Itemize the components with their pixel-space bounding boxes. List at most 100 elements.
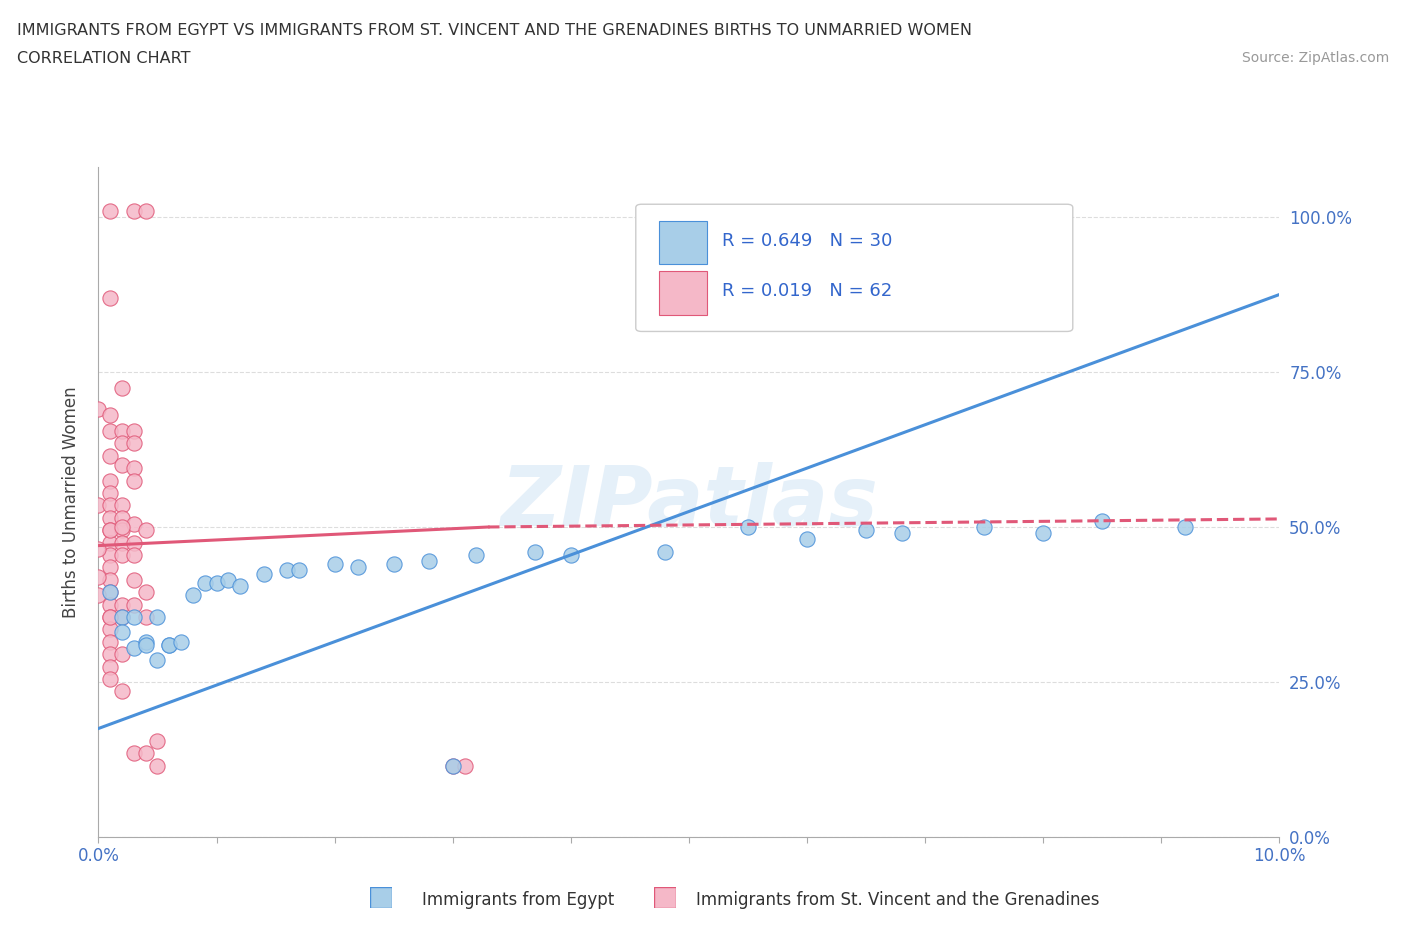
Point xyxy=(98,423,121,438)
Point xyxy=(87,541,110,556)
Point xyxy=(98,609,121,624)
Point xyxy=(122,641,145,656)
Point xyxy=(122,548,145,563)
Point xyxy=(146,653,169,668)
Point xyxy=(122,460,145,475)
Point xyxy=(323,557,346,572)
Point xyxy=(98,609,121,624)
Point xyxy=(111,684,134,698)
Point xyxy=(1174,520,1197,535)
Text: Immigrants from Egypt: Immigrants from Egypt xyxy=(422,891,614,910)
FancyBboxPatch shape xyxy=(636,205,1073,331)
Point xyxy=(98,204,121,219)
Point xyxy=(111,535,134,550)
Point xyxy=(98,408,121,423)
Point xyxy=(98,646,121,661)
Point xyxy=(111,548,134,563)
Point xyxy=(111,597,134,612)
Point xyxy=(111,625,134,640)
Point xyxy=(98,448,121,463)
Point xyxy=(122,516,145,531)
Point xyxy=(135,585,157,600)
Point xyxy=(98,560,121,575)
Point xyxy=(253,566,276,581)
Point xyxy=(418,553,440,568)
Point xyxy=(111,380,134,395)
Point xyxy=(737,520,759,535)
Point xyxy=(122,473,145,488)
Point xyxy=(1032,525,1054,540)
Point xyxy=(98,585,121,600)
Point xyxy=(465,548,488,563)
Point xyxy=(229,578,252,593)
Point xyxy=(217,572,239,587)
Point xyxy=(98,290,121,305)
Point xyxy=(146,758,169,773)
Point xyxy=(111,523,134,538)
Point xyxy=(135,609,157,624)
Point xyxy=(122,572,145,587)
Text: R = 0.649   N = 30: R = 0.649 N = 30 xyxy=(723,232,893,250)
Point xyxy=(288,563,311,578)
Point xyxy=(87,569,110,584)
Point xyxy=(146,609,169,624)
Point xyxy=(135,634,157,649)
Point xyxy=(170,634,193,649)
Point xyxy=(441,758,464,773)
FancyBboxPatch shape xyxy=(659,221,707,264)
Point xyxy=(98,572,121,587)
FancyBboxPatch shape xyxy=(659,272,707,314)
Y-axis label: Births to Unmarried Women: Births to Unmarried Women xyxy=(62,386,80,618)
Text: R = 0.019   N = 62: R = 0.019 N = 62 xyxy=(723,283,893,300)
Point xyxy=(111,436,134,451)
Point xyxy=(98,511,121,525)
Point xyxy=(98,659,121,674)
Point xyxy=(98,634,121,649)
Point xyxy=(98,523,121,538)
Point xyxy=(111,498,134,512)
Point xyxy=(87,402,110,417)
Point xyxy=(111,423,134,438)
Point xyxy=(135,746,157,761)
Point xyxy=(111,458,134,472)
Point xyxy=(654,544,676,559)
Point xyxy=(135,523,157,538)
Point xyxy=(157,637,180,652)
Point xyxy=(111,511,134,525)
Point xyxy=(111,646,134,661)
Text: Source: ZipAtlas.com: Source: ZipAtlas.com xyxy=(1241,51,1389,65)
Text: ZIPatlas: ZIPatlas xyxy=(501,461,877,543)
Point xyxy=(98,597,121,612)
Point xyxy=(1091,513,1114,528)
Point xyxy=(453,758,475,773)
Point xyxy=(276,563,298,578)
Point xyxy=(98,473,121,488)
Point xyxy=(98,498,121,512)
Point xyxy=(98,622,121,637)
Point xyxy=(157,637,180,652)
Point xyxy=(796,532,818,547)
Point xyxy=(98,535,121,550)
Point xyxy=(524,544,547,559)
Point xyxy=(98,523,121,538)
Point xyxy=(890,525,912,540)
Point xyxy=(122,436,145,451)
Point xyxy=(122,746,145,761)
Point xyxy=(122,535,145,550)
Point xyxy=(135,637,157,652)
Point xyxy=(111,609,134,624)
Point xyxy=(111,520,134,535)
Point xyxy=(122,423,145,438)
Point xyxy=(382,557,405,572)
Point xyxy=(98,485,121,500)
Point xyxy=(87,588,110,603)
Text: Immigrants from St. Vincent and the Grenadines: Immigrants from St. Vincent and the Gren… xyxy=(696,891,1099,910)
Text: CORRELATION CHART: CORRELATION CHART xyxy=(17,51,190,66)
Point xyxy=(181,588,204,603)
Point xyxy=(122,204,145,219)
Point xyxy=(98,548,121,563)
Point xyxy=(122,609,145,624)
Point xyxy=(98,671,121,686)
Point xyxy=(146,734,169,749)
Point xyxy=(441,758,464,773)
